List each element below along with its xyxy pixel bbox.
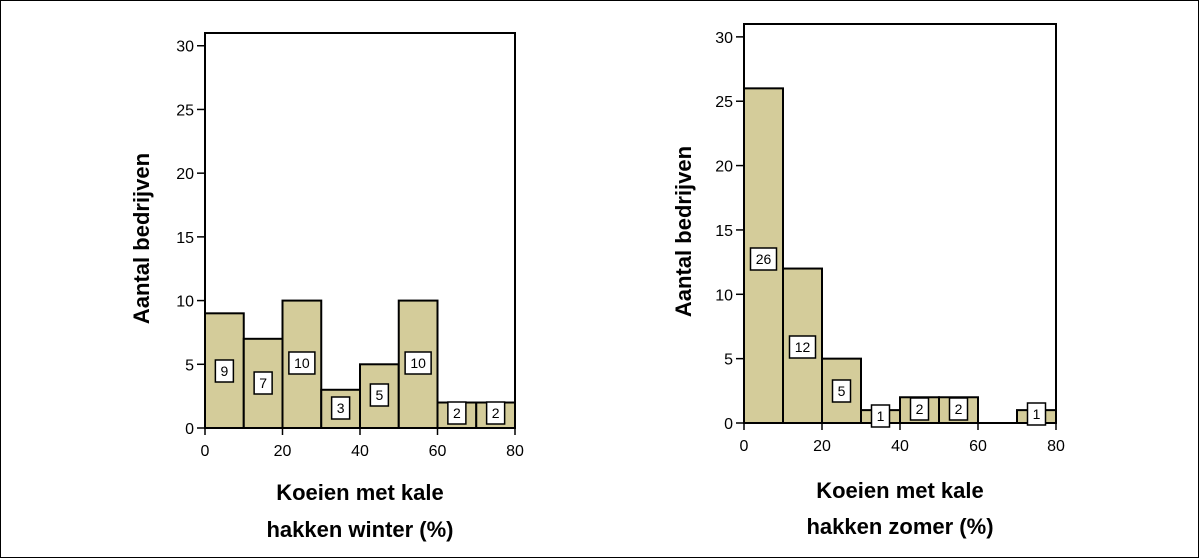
x-tick-label: 0 xyxy=(201,443,210,460)
x-tick-label: 80 xyxy=(506,443,524,460)
y-tick-label: 5 xyxy=(185,357,194,374)
y-tick-label: 25 xyxy=(715,94,733,111)
y-tick-label: 0 xyxy=(724,416,733,433)
data-label-box xyxy=(870,404,891,428)
y-tick-label: 10 xyxy=(176,294,194,311)
data-label-box xyxy=(909,397,930,421)
data-label-box xyxy=(214,359,235,383)
y-tick-label: 20 xyxy=(176,166,194,183)
y-tick-label: 25 xyxy=(176,102,194,119)
data-label: 1 xyxy=(1033,406,1041,422)
data-label: 2 xyxy=(955,401,963,417)
x-tick-label: 80 xyxy=(1047,438,1065,455)
data-label-box xyxy=(330,396,351,420)
data-label: 10 xyxy=(294,355,310,371)
x-tick-label: 60 xyxy=(429,443,447,460)
y-tick-label: 20 xyxy=(715,159,733,176)
data-label-box xyxy=(831,379,852,403)
data-label-box xyxy=(788,335,817,359)
y-tick-label: 30 xyxy=(715,30,733,47)
y-tick-label: 15 xyxy=(715,223,733,240)
data-label-box xyxy=(253,371,273,395)
data-label: 10 xyxy=(410,355,426,371)
y-tick-label: 10 xyxy=(715,287,733,304)
data-label: 2 xyxy=(492,405,500,421)
y-axis-title: Aantal bedrijven xyxy=(129,153,154,324)
x-axis-title-line-2: hakken winter (%) xyxy=(266,517,453,542)
data-label: 5 xyxy=(838,383,846,399)
x-tick-label: 0 xyxy=(740,438,749,455)
x-tick-label: 40 xyxy=(891,438,909,455)
y-tick-label: 0 xyxy=(185,421,194,438)
data-label-box xyxy=(447,401,467,425)
data-label: 26 xyxy=(756,251,772,267)
x-tick-label: 20 xyxy=(813,438,831,455)
x-tick-label: 20 xyxy=(274,443,292,460)
data-label: 7 xyxy=(259,375,267,391)
data-label-box xyxy=(404,351,432,375)
x-axis-title-line-2: hakken zomer (%) xyxy=(806,514,993,539)
y-tick-label: 15 xyxy=(176,230,194,247)
data-label-box xyxy=(1026,402,1047,426)
data-label: 9 xyxy=(220,363,228,379)
data-label: 3 xyxy=(337,400,345,416)
data-label-box xyxy=(288,351,316,375)
data-label-box xyxy=(749,247,778,271)
x-tick-label: 40 xyxy=(351,443,369,460)
data-label-box xyxy=(485,401,506,425)
chart-panel-1: 0 5 10 15 20 25 30 0 20 40 60 80 9 7 10 3 5 10 2 2 Aantal be… xyxy=(129,32,524,542)
x-axis-title-line-1: Koeien met kale xyxy=(816,478,984,503)
data-label-box xyxy=(948,397,969,421)
data-label: 2 xyxy=(916,401,924,417)
x-tick-label: 60 xyxy=(969,438,987,455)
x-axis-title-line-1: Koeien met kale xyxy=(276,480,444,505)
data-label: 5 xyxy=(375,387,383,403)
y-tick-label: 30 xyxy=(176,39,194,56)
y-axis-title: Aantal bedrijven xyxy=(671,146,696,317)
data-label: 2 xyxy=(453,405,461,421)
y-tick-label: 5 xyxy=(724,352,733,369)
data-label: 12 xyxy=(795,339,811,355)
data-label: 1 xyxy=(877,408,885,424)
data-label-box xyxy=(369,383,390,407)
